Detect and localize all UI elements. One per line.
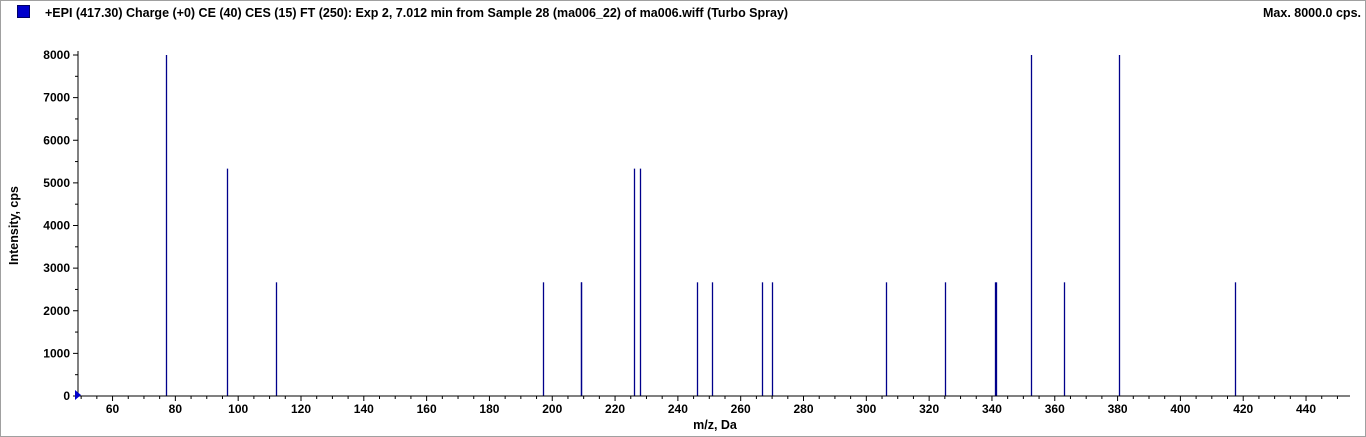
x-tick-label: 320 <box>919 402 939 416</box>
x-tick-label: 240 <box>668 402 688 416</box>
axes-layer: 0 1000 2000 3000 4000 5000 6000 7000 8000 60 80 100… <box>43 48 1350 416</box>
y-tick-label: 2000 <box>43 304 70 318</box>
x-axis-title: m/z, Da <box>693 418 738 432</box>
x-tick-label: 120 <box>291 402 311 416</box>
x-tick-label: 360 <box>1045 402 1065 416</box>
y-tick-label: 3000 <box>43 261 70 275</box>
x-tick-label: 380 <box>1108 402 1128 416</box>
x-tick-label: 200 <box>542 402 562 416</box>
x-tick-label: 160 <box>417 402 437 416</box>
legend-swatch <box>17 5 30 18</box>
x-tick-label: 100 <box>228 402 248 416</box>
x-tick-label: 400 <box>1170 402 1190 416</box>
peaks-layer <box>165 55 1237 396</box>
max-intensity-label: Max. 8000.0 cps. <box>1263 6 1361 20</box>
x-tick-label: 80 <box>169 402 183 416</box>
x-tick-label: 300 <box>856 402 876 416</box>
x-tick-label: 420 <box>1233 402 1253 416</box>
x-tick-label: 180 <box>479 402 499 416</box>
y-axis-title: Intensity, cps <box>7 186 21 265</box>
chart-title: +EPI (417.30) Charge (+0) CE (40) CES (1… <box>45 6 789 20</box>
y-tick-label: 1000 <box>43 346 70 360</box>
y-tick-label: 4000 <box>43 219 70 233</box>
baseline-marker <box>75 390 81 400</box>
x-tick-label: 140 <box>354 402 374 416</box>
x-tick-label: 280 <box>793 402 813 416</box>
x-tick-label: 220 <box>605 402 625 416</box>
y-tick-label: 7000 <box>43 91 70 105</box>
x-tick-label: 340 <box>982 402 1002 416</box>
y-tick-label: 0 <box>63 389 70 403</box>
y-tick-label: 8000 <box>43 48 70 62</box>
x-tick-label: 60 <box>106 402 120 416</box>
x-tick-label: 440 <box>1296 402 1316 416</box>
y-tick-label: 6000 <box>43 133 70 147</box>
x-tick-label: 260 <box>731 402 751 416</box>
y-tick-label: 5000 <box>43 176 70 190</box>
